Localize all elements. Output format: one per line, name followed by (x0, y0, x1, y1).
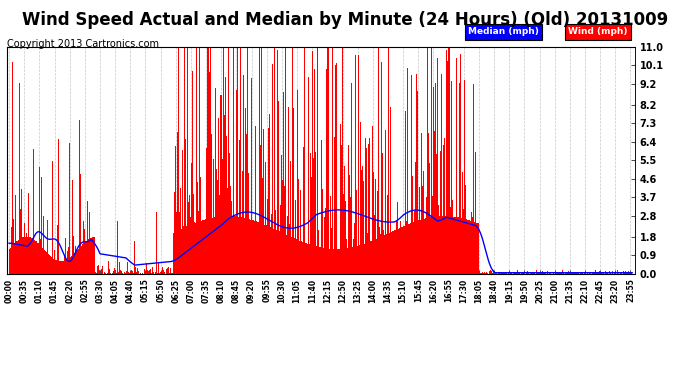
Text: Median (mph): Median (mph) (468, 27, 539, 36)
Text: Copyright 2013 Cartronics.com: Copyright 2013 Cartronics.com (7, 39, 159, 50)
Text: Wind Speed Actual and Median by Minute (24 Hours) (Old) 20131009: Wind Speed Actual and Median by Minute (… (22, 11, 668, 29)
Text: Wind (mph): Wind (mph) (569, 27, 628, 36)
